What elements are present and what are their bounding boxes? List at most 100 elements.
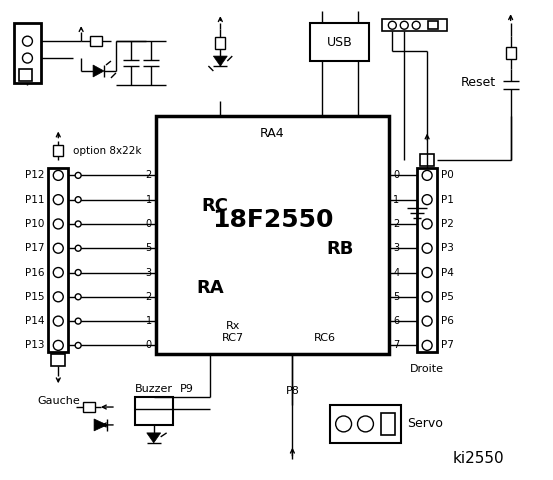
Circle shape: [53, 195, 63, 204]
Circle shape: [75, 172, 81, 179]
Circle shape: [75, 221, 81, 227]
Text: P10: P10: [25, 219, 44, 229]
Text: 1: 1: [145, 316, 152, 326]
Circle shape: [422, 170, 432, 180]
Circle shape: [422, 219, 432, 229]
Circle shape: [23, 36, 33, 46]
Text: 5: 5: [145, 243, 152, 253]
Circle shape: [53, 267, 63, 277]
Text: RA4: RA4: [260, 127, 285, 140]
Circle shape: [75, 294, 81, 300]
Circle shape: [358, 416, 373, 432]
Text: RA: RA: [196, 278, 224, 297]
Text: P5: P5: [441, 292, 454, 302]
Circle shape: [388, 21, 397, 29]
Text: P15: P15: [25, 292, 44, 302]
Bar: [48, 168, 68, 352]
Bar: [156, 116, 389, 354]
Text: P4: P4: [441, 267, 454, 277]
Text: Droite: Droite: [410, 364, 444, 374]
Circle shape: [53, 243, 63, 253]
Circle shape: [75, 342, 81, 348]
Text: Reset: Reset: [461, 76, 495, 89]
Polygon shape: [93, 65, 104, 77]
Circle shape: [53, 292, 63, 302]
Bar: [82, 402, 95, 412]
Circle shape: [53, 219, 63, 229]
Circle shape: [23, 53, 33, 63]
Circle shape: [422, 195, 432, 204]
Text: P2: P2: [441, 219, 454, 229]
Text: 3: 3: [393, 243, 399, 253]
Polygon shape: [213, 56, 227, 66]
Circle shape: [75, 270, 81, 276]
Text: Gauche: Gauche: [37, 396, 80, 406]
Text: P17: P17: [25, 243, 44, 253]
Text: 0: 0: [393, 170, 399, 180]
Text: RB: RB: [326, 240, 353, 258]
Circle shape: [75, 318, 81, 324]
Circle shape: [422, 267, 432, 277]
Text: 6: 6: [393, 316, 399, 326]
Text: P11: P11: [25, 195, 44, 204]
Bar: [420, 155, 434, 167]
Bar: [215, 36, 225, 48]
Text: 5: 5: [393, 292, 400, 302]
Text: P14: P14: [25, 316, 44, 326]
Text: P6: P6: [441, 316, 454, 326]
Bar: [53, 144, 63, 156]
Bar: [417, 168, 437, 352]
Circle shape: [75, 197, 81, 203]
Circle shape: [422, 243, 432, 253]
Text: 1: 1: [145, 195, 152, 204]
Text: P13: P13: [25, 340, 44, 350]
Circle shape: [422, 340, 432, 350]
Text: P9: P9: [180, 384, 194, 394]
Text: 7: 7: [393, 340, 400, 350]
Text: 2: 2: [393, 219, 400, 229]
Bar: [90, 36, 102, 46]
Text: 18F2550: 18F2550: [212, 208, 333, 232]
Bar: [135, 397, 173, 425]
Text: option 8x22k: option 8x22k: [73, 145, 142, 156]
Text: 3: 3: [145, 267, 152, 277]
Text: Rx: Rx: [226, 322, 241, 332]
Circle shape: [53, 340, 63, 350]
Circle shape: [75, 245, 81, 251]
Circle shape: [400, 21, 408, 29]
Text: 2: 2: [145, 170, 152, 180]
Text: 1: 1: [393, 195, 399, 204]
Circle shape: [422, 292, 432, 302]
Text: P12: P12: [25, 170, 44, 180]
Text: USB: USB: [327, 36, 352, 48]
Text: 0: 0: [145, 340, 152, 350]
Bar: [18, 69, 33, 81]
Text: P16: P16: [25, 267, 44, 277]
Text: RC7: RC7: [222, 334, 244, 343]
Text: P1: P1: [441, 195, 454, 204]
Circle shape: [336, 416, 352, 432]
Text: P7: P7: [441, 340, 454, 350]
Text: 0: 0: [145, 219, 152, 229]
Text: P3: P3: [441, 243, 454, 253]
Text: ki2550: ki2550: [453, 451, 505, 466]
Bar: [310, 23, 369, 61]
Bar: [505, 47, 515, 59]
Text: P8: P8: [285, 386, 299, 396]
Circle shape: [412, 21, 420, 29]
Text: Buzzer: Buzzer: [135, 384, 173, 394]
Text: P0: P0: [441, 170, 454, 180]
Text: 4: 4: [393, 267, 399, 277]
Bar: [382, 19, 447, 31]
Bar: [428, 21, 438, 29]
Bar: [13, 23, 41, 83]
Bar: [330, 405, 401, 443]
Circle shape: [422, 316, 432, 326]
Text: 2: 2: [145, 292, 152, 302]
Circle shape: [53, 170, 63, 180]
Bar: [382, 413, 395, 435]
Text: RC: RC: [202, 197, 229, 216]
Polygon shape: [147, 433, 161, 443]
Text: RC6: RC6: [314, 334, 336, 343]
Polygon shape: [94, 419, 107, 431]
